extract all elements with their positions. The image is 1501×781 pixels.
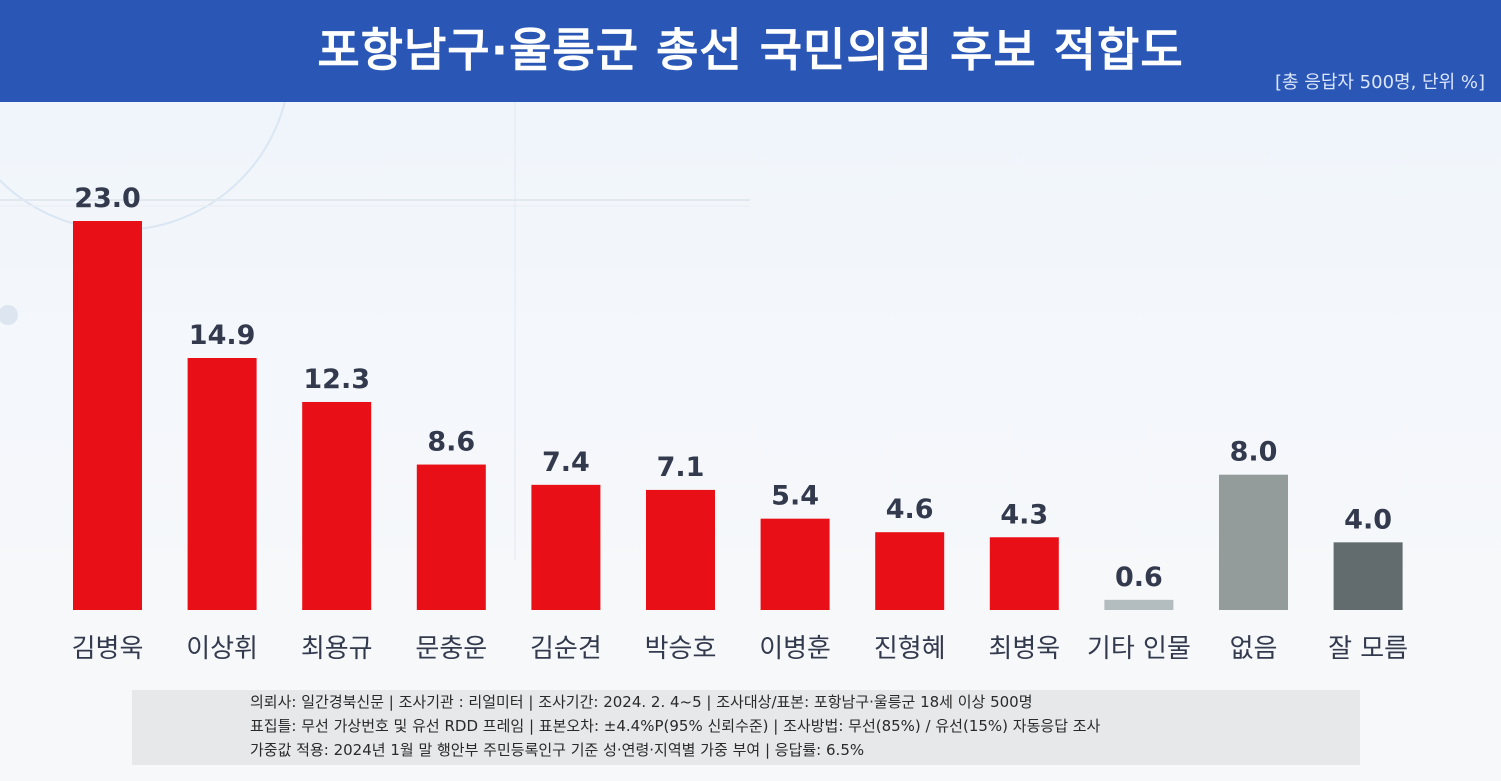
bar-10	[1104, 599, 1174, 610]
bar-2	[187, 357, 257, 610]
bar-12	[1333, 542, 1403, 610]
value-label: 8.6	[427, 427, 475, 458]
bar-6	[646, 489, 715, 610]
bar-chart: 23.0 김병욱 14.9 이상휘 12.3 최용규 8.6 문충운 7.4 김순견 7.1 박승호 5…	[72, 183, 1408, 664]
value-label: 12.3	[303, 364, 370, 395]
value-label: 4.0	[1344, 504, 1392, 535]
value-label: 7.4	[542, 447, 590, 478]
bar-4	[416, 464, 486, 610]
category-label: 문충운	[415, 634, 487, 664]
chart-title: 포항남구·울릉군 총선 국민의힘 후보 적합도	[317, 23, 1184, 77]
value-label: 4.3	[1000, 499, 1048, 530]
bar-9	[989, 537, 1059, 610]
category-label: 최병욱	[988, 634, 1060, 664]
category-label: 최용규	[301, 634, 373, 664]
category-label: 김순견	[530, 634, 602, 664]
bar-3	[302, 401, 372, 610]
value-label: 8.0	[1230, 437, 1278, 468]
title-banner: 포항남구·울릉군 총선 국민의힘 후보 적합도 [총 응답자 500명, 단위 …	[0, 0, 1501, 102]
unit-note: [총 응답자 500명, 단위 %]	[1274, 72, 1485, 93]
value-label: 4.6	[886, 494, 934, 525]
category-label: 없음	[1230, 634, 1278, 664]
bar-1	[73, 221, 142, 610]
value-label: 0.6	[1115, 562, 1163, 593]
survey-info-line: 표집틀: 무선 가상번호 및 유선 RDD 프레임 | 표본오차: ±4.4%P…	[250, 717, 1101, 735]
category-label: 이상휘	[186, 634, 258, 664]
value-label: 5.4	[771, 481, 819, 512]
category-label: 김병욱	[72, 634, 144, 664]
survey-info-box: 의뢰사: 일간경북신문 | 조사기관 : 리얼미터 | 조사기간: 2024. …	[132, 690, 1360, 765]
category-label: 잘 모름	[1328, 634, 1408, 664]
value-label: 23.0	[74, 183, 141, 214]
survey-info-line: 의뢰사: 일간경북신문 | 조사기관 : 리얼미터 | 조사기간: 2024. …	[250, 693, 1033, 711]
bar-5	[531, 484, 601, 610]
bar-11	[1219, 474, 1288, 610]
bar-7	[760, 518, 830, 610]
value-label: 7.1	[657, 452, 705, 483]
category-label: 이병훈	[759, 634, 831, 664]
category-label: 박승호	[645, 634, 717, 664]
survey-info-line: 가중값 적용: 2024년 1월 말 행안부 주민등록인구 기준 성·연령·지역…	[250, 741, 865, 759]
bar-8	[875, 532, 945, 610]
category-label: 기타 인물	[1087, 634, 1191, 664]
value-label: 14.9	[189, 320, 256, 351]
category-label: 진형혜	[874, 634, 946, 664]
